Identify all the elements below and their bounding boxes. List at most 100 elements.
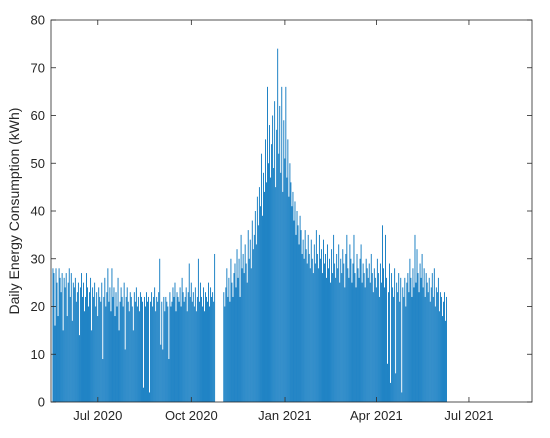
bar [184,296,186,402]
bar [352,263,354,402]
bar [341,273,343,402]
bar [110,311,112,402]
bar [126,287,128,402]
bar [189,296,191,402]
bar [388,292,389,402]
bar [333,234,335,403]
bar [96,292,98,402]
bar [444,292,445,402]
bar [212,292,214,402]
bar [135,287,137,402]
x-tick-label: Oct 2020 [165,408,218,423]
bar [76,292,78,402]
bar [195,311,197,402]
bar [355,287,357,402]
bar [170,306,172,402]
bar [70,273,72,402]
bar [177,296,179,402]
bar [298,244,300,402]
bar [354,273,356,402]
bar [150,301,152,402]
bar [394,268,396,402]
bar [107,268,109,402]
bar [311,258,313,402]
bar [276,129,278,402]
bar [436,292,438,402]
bar [205,292,206,402]
bar [429,301,431,402]
bar [204,311,205,402]
bar [128,311,130,402]
bar [266,182,267,402]
bar [182,292,184,402]
bar [131,306,133,402]
bar [351,282,353,403]
bar [357,268,359,402]
bar [254,211,256,402]
bar [74,277,76,402]
bar [214,253,216,402]
bar [433,268,435,402]
bar [383,268,384,402]
bar [286,177,288,402]
bar [78,335,80,402]
bar [59,277,61,402]
bar [280,172,282,402]
bar [350,258,352,402]
bar [172,287,174,402]
bar [123,282,125,403]
bar [414,234,416,403]
bar [361,282,363,403]
bar [93,296,95,402]
bar [247,230,249,402]
bar [94,282,96,403]
bar [398,273,400,402]
bar [349,244,351,402]
bar [416,249,418,402]
bar [236,249,238,402]
bar [57,316,59,402]
bar [391,273,393,402]
bar [83,282,84,403]
bar [430,287,432,402]
bar [67,282,69,403]
bar [288,196,290,402]
bar [329,258,330,402]
bar [193,306,195,402]
bar [138,311,140,402]
bar [196,296,198,402]
bar [85,296,86,402]
bar [290,182,292,402]
bar [259,206,261,402]
bar [305,249,307,402]
bar [268,163,269,402]
x-tick-label: Jul 2020 [73,408,122,423]
bar [203,287,204,402]
y-tick-label: 60 [31,108,45,123]
bar [347,268,349,402]
bar [296,211,298,402]
bar [413,287,415,402]
bar [164,311,166,402]
bar [393,296,395,402]
bar [186,311,188,402]
bar [384,287,385,402]
bar [156,296,158,402]
bar [406,282,408,403]
bar [118,330,120,403]
bar [340,258,342,402]
bar [285,86,287,402]
bar [238,258,240,402]
bar [144,296,145,402]
bar [348,277,350,402]
bar [312,273,314,402]
bar [113,287,115,402]
bar [439,292,441,402]
bar [151,292,153,402]
bar [322,273,323,402]
bar [134,301,136,402]
bar [330,282,332,403]
bar [71,320,73,402]
bar [396,282,398,403]
